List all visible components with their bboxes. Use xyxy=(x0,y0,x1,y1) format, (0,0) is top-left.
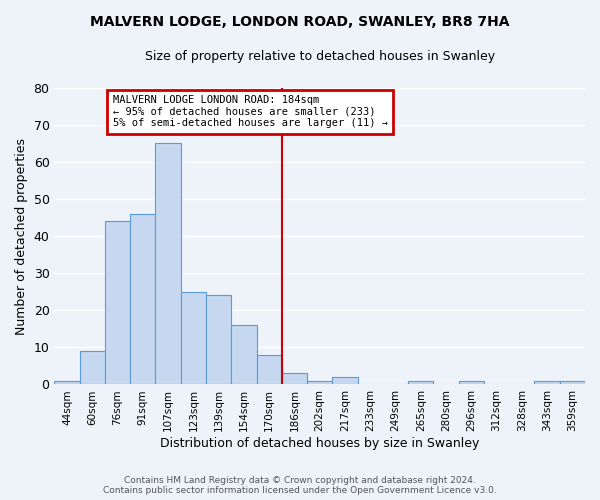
Bar xyxy=(408,380,433,384)
Text: Contains HM Land Registry data © Crown copyright and database right 2024.
Contai: Contains HM Land Registry data © Crown c… xyxy=(103,476,497,495)
Bar xyxy=(307,380,332,384)
Text: MALVERN LODGE, LONDON ROAD, SWANLEY, BR8 7HA: MALVERN LODGE, LONDON ROAD, SWANLEY, BR8… xyxy=(90,15,510,29)
Bar xyxy=(332,377,358,384)
Bar xyxy=(105,222,130,384)
X-axis label: Distribution of detached houses by size in Swanley: Distribution of detached houses by size … xyxy=(160,437,479,450)
Bar xyxy=(80,351,105,384)
Bar xyxy=(282,374,307,384)
Bar xyxy=(206,296,231,384)
Y-axis label: Number of detached properties: Number of detached properties xyxy=(15,138,28,334)
Bar xyxy=(55,380,80,384)
Bar xyxy=(535,380,560,384)
Text: MALVERN LODGE LONDON ROAD: 184sqm
← 95% of detached houses are smaller (233)
5% : MALVERN LODGE LONDON ROAD: 184sqm ← 95% … xyxy=(113,95,388,128)
Bar xyxy=(130,214,155,384)
Bar xyxy=(231,325,257,384)
Bar xyxy=(155,144,181,384)
Title: Size of property relative to detached houses in Swanley: Size of property relative to detached ho… xyxy=(145,50,495,63)
Bar xyxy=(560,380,585,384)
Bar xyxy=(257,355,282,384)
Bar xyxy=(181,292,206,384)
Bar xyxy=(458,380,484,384)
